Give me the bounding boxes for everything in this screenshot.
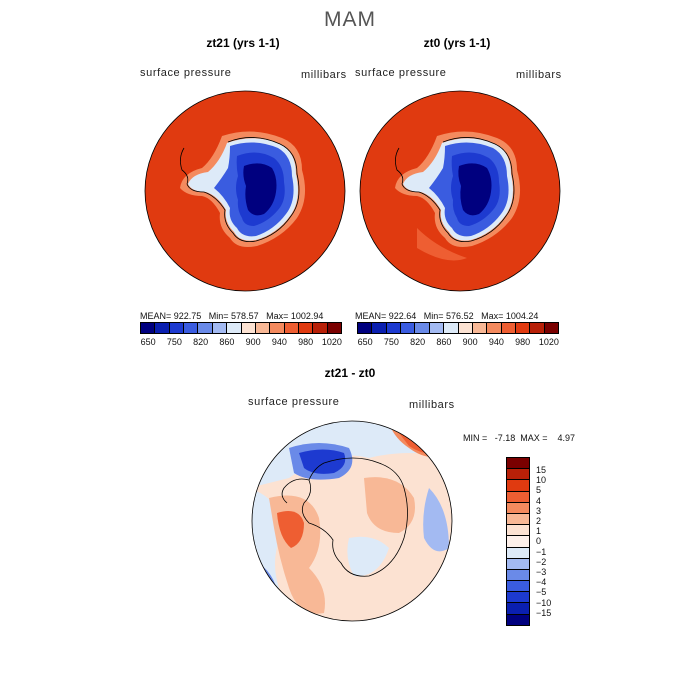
- colorbar-swatch: [169, 323, 185, 333]
- panel-2-colorbar: 650 750 820 860 900 940 980 1020: [357, 322, 562, 347]
- colorbar-swatch: [255, 323, 271, 333]
- panel-1-map: [144, 90, 346, 292]
- panel-3-title: zt21 - zt0: [324, 366, 376, 380]
- colorbar-abs-2: [357, 322, 559, 334]
- colorbar-tick-label: 1: [536, 526, 542, 537]
- colorbar-tick-label: 1020: [538, 337, 559, 347]
- colorbar-swatch: [458, 323, 473, 333]
- colorbar-tick-label: 5: [536, 485, 542, 496]
- antarctica-field: [180, 131, 306, 247]
- colorbar-swatch: [507, 536, 529, 548]
- colorbar-tick-label: 940: [488, 337, 504, 347]
- colorbar-tick-label: 15: [536, 465, 547, 475]
- colorbar-swatch: [507, 581, 529, 593]
- panel-1-variable: surface pressure: [140, 67, 232, 79]
- colorbar-tick-label: 650: [357, 337, 373, 347]
- colorbar-swatch: [327, 323, 342, 333]
- colorbar-swatch: [507, 569, 529, 582]
- colorbar-abs-1: [140, 322, 342, 334]
- colorbar-tick-label: 820: [410, 337, 426, 347]
- panel-2-title: zt0 (yrs 1-1): [423, 36, 491, 50]
- panel-1-colorbar: 650 750 820 860 900 940 980 1020: [140, 322, 345, 347]
- colorbar-swatch: [429, 323, 445, 333]
- colorbar-swatch: [507, 480, 529, 492]
- colorbar-swatch: [358, 323, 373, 333]
- colorbar-swatch: [507, 513, 529, 526]
- colorbar-swatch: [472, 323, 488, 333]
- colorbar-swatch: [401, 323, 416, 333]
- colorbar-abs-2-ticks: 650 750 820 860 900 940 980 1020: [352, 337, 562, 347]
- colorbar-swatch: [507, 469, 529, 481]
- colorbar-tick-label: −1: [536, 546, 547, 557]
- colorbar-swatch: [227, 323, 242, 333]
- colorbar-swatch: [141, 323, 156, 333]
- colorbar-swatch: [507, 603, 529, 615]
- colorbar-tick-label: −2: [536, 556, 547, 567]
- colorbar-swatch: [155, 323, 170, 333]
- panel-3-variable: surface pressure: [248, 396, 340, 408]
- panel-3-units: millibars: [409, 399, 455, 411]
- figure-title: MAM: [324, 8, 376, 31]
- colorbar-tick-label: −3: [536, 567, 547, 577]
- colorbar-tick-label: 860: [219, 337, 235, 347]
- colorbar-swatch: [184, 323, 199, 333]
- colorbar-swatch: [507, 525, 529, 537]
- colorbar-swatch: [284, 323, 299, 333]
- colorbar-tick-label: 3: [536, 505, 542, 516]
- colorbar-swatch: [507, 491, 529, 503]
- colorbar-tick-label: 10: [536, 475, 547, 486]
- colorbar-tick-label: −4: [536, 577, 547, 588]
- colorbar-swatch: [501, 323, 516, 333]
- colorbar-tick-label: 1020: [321, 337, 342, 347]
- colorbar-tick-label: 650: [140, 337, 156, 347]
- colorbar-tick-label: 4: [536, 495, 542, 506]
- colorbar-swatch: [298, 323, 314, 333]
- colorbar-tick-label: 750: [383, 337, 399, 347]
- panel-3-colorbar: 15 10 5 4 3 2 1 0 −1 −2 −3 −4 −5 −10 −15: [506, 457, 551, 626]
- colorbar-swatch: [212, 323, 228, 333]
- colorbar-swatch: [270, 323, 285, 333]
- panel-1-title: zt21 (yrs 1-1): [206, 36, 280, 50]
- colorbar-tick-label: 0: [536, 536, 542, 547]
- panel-2-stats: MEAN= 922.64 Min= 576.52 Max= 1004.24: [355, 311, 539, 321]
- colorbar-swatch: [530, 323, 545, 333]
- colorbar-tick-label: 860: [436, 337, 452, 347]
- colorbar-swatch: [241, 323, 256, 333]
- panel-2-map: [359, 90, 561, 292]
- colorbar-tick-label: 820: [193, 337, 209, 347]
- colorbar-tick-label: 900: [245, 337, 261, 347]
- colorbar-tick-label: 940: [271, 337, 287, 347]
- colorbar-swatch: [313, 323, 328, 333]
- colorbar-swatch: [515, 323, 531, 333]
- colorbar-swatch: [415, 323, 430, 333]
- colorbar-swatch: [372, 323, 387, 333]
- colorbar-diff: [506, 457, 530, 626]
- colorbar-tick-label: 980: [298, 337, 314, 347]
- colorbar-swatch: [507, 614, 529, 625]
- colorbar-swatch: [386, 323, 402, 333]
- colorbar-swatch: [544, 323, 559, 333]
- colorbar-tick-label: −15: [536, 607, 552, 618]
- panel-1-stats: MEAN= 922.75 Min= 578.57 Max= 1002.94: [140, 311, 324, 321]
- panel-3-stats: MIN = -7.18 MAX = 4.97: [463, 433, 576, 443]
- panel-2-variable: surface pressure: [355, 67, 447, 79]
- colorbar-abs-1-ticks: 650 750 820 860 900 940 980 1020: [135, 337, 345, 347]
- colorbar-swatch: [507, 592, 529, 604]
- panel-2-units: millibars: [516, 69, 562, 81]
- colorbar-tick-label: 2: [536, 516, 542, 526]
- colorbar-tick-label: −10: [536, 597, 552, 608]
- colorbar-tick-label: −5: [536, 587, 547, 598]
- colorbar-swatch: [198, 323, 213, 333]
- colorbar-tick-label: 900: [462, 337, 478, 347]
- panel-1-units: millibars: [301, 69, 347, 81]
- colorbar-swatch: [444, 323, 459, 333]
- colorbar-tick-label: 750: [166, 337, 182, 347]
- panel-3-map: [251, 420, 453, 622]
- colorbar-swatch: [487, 323, 502, 333]
- colorbar-tick-label: 980: [515, 337, 531, 347]
- colorbar-swatch: [507, 502, 529, 514]
- colorbar-swatch: [507, 547, 529, 559]
- colorbar-swatch: [507, 558, 529, 570]
- colorbar-swatch: [507, 458, 529, 470]
